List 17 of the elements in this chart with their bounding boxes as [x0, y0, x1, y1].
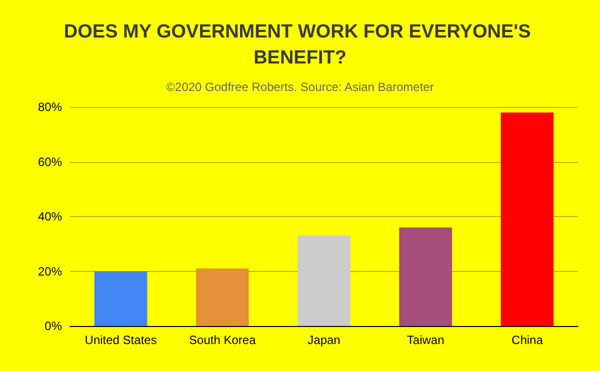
- bar: [196, 268, 249, 326]
- y-tick-label: 40%: [38, 210, 62, 224]
- x-tick-label: Japan: [308, 333, 340, 347]
- bar: [298, 236, 350, 326]
- chart-subtitle: ©2020 Godfree Roberts. Source: Asian Barometer: [166, 80, 434, 94]
- bar: [500, 112, 554, 326]
- x-tick-label: Taiwan: [406, 333, 444, 347]
- bar: [94, 271, 148, 326]
- y-tick-label: 80%: [38, 100, 62, 114]
- x-tick-label: China: [512, 333, 544, 347]
- x-tick-label: United States: [84, 333, 157, 347]
- x-tick-label: South Korea: [189, 333, 256, 347]
- y-tick-label: 60%: [38, 154, 62, 169]
- bar: [399, 227, 452, 326]
- y-tick-label: 20%: [38, 264, 62, 278]
- chart-title: DOES MY GOVERNMENT WORK FOR EVERYONE'S BENEFIT?: [64, 22, 536, 68]
- y-tick-label: 0%: [44, 319, 62, 333]
